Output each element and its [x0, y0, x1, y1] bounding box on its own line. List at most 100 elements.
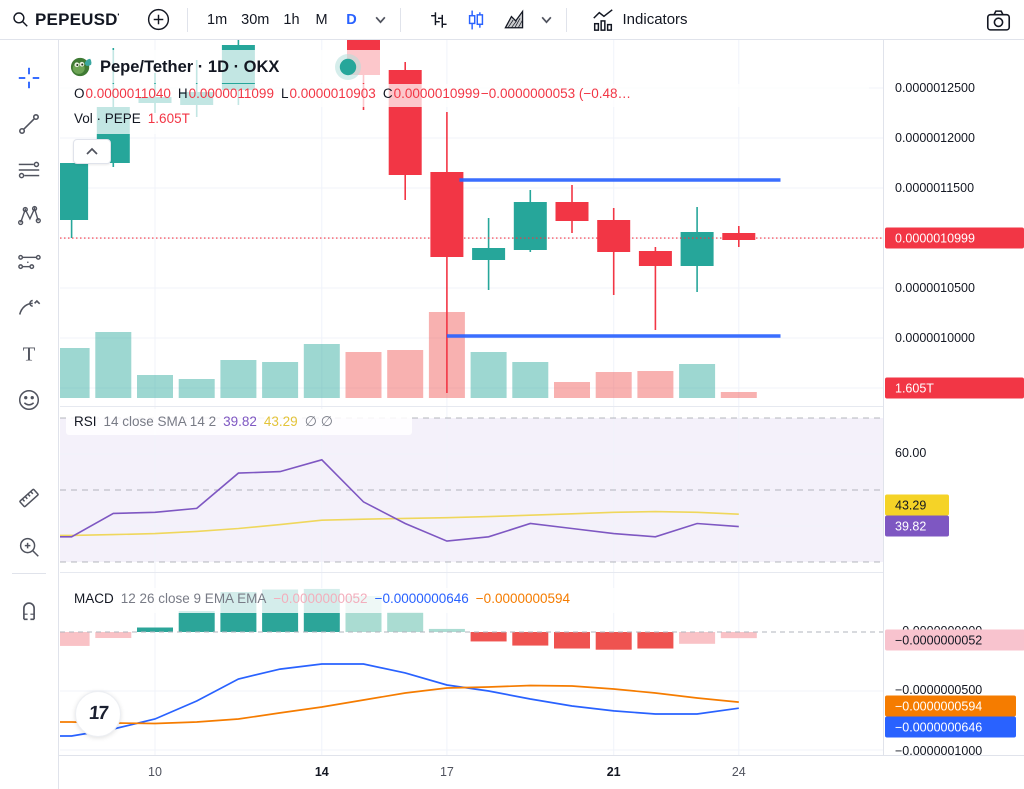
pepe-logo — [70, 57, 92, 77]
last-price-badge: 0.0000010999 — [885, 227, 1024, 249]
macd-histogram-bar — [595, 632, 632, 650]
tool-crosshair[interactable] — [15, 64, 43, 92]
zoom-in-icon — [19, 537, 39, 557]
timeframe-M[interactable]: M — [315, 11, 328, 28]
rsi-line — [60, 458, 739, 542]
tool-text[interactable]: T — [15, 340, 43, 368]
timeframe-menu-button[interactable] — [367, 4, 394, 36]
timeframe-D[interactable]: D — [346, 11, 357, 28]
left-drawing-toolbar: T — [0, 40, 59, 789]
chart-style-menu-button[interactable] — [533, 4, 560, 36]
tool-trend-line[interactable] — [15, 110, 43, 138]
tradingview-logo[interactable]: 17 — [75, 691, 121, 737]
pane-divider[interactable] — [60, 406, 1024, 407]
legend-collapse-button[interactable] — [73, 139, 111, 164]
indicators-button[interactable]: Indicators — [583, 4, 695, 36]
tool-brush[interactable] — [15, 294, 43, 322]
macd-histogram-bar — [554, 632, 590, 649]
projection-icon — [18, 254, 41, 270]
macd-legend[interactable]: MACD 12 26 close 9 EMA EMA −0.0000000052… — [74, 591, 570, 606]
price-axis[interactable]: 0.0000012500 0.0000012000 0.0000011500 0.00… — [883, 40, 1024, 758]
macd-histogram-bar — [60, 632, 90, 646]
search-icon — [13, 12, 28, 27]
candle-body — [722, 233, 756, 240]
svg-text:T: T — [23, 344, 36, 366]
candle-body — [555, 202, 589, 221]
time-axis-tick: 21 — [606, 765, 621, 779]
rsi-empty-set-icons: ∅ ∅ — [304, 413, 333, 429]
symbol-title: Pepe/Tether · 1D · OKX — [100, 57, 280, 76]
snapshot-camera-button[interactable] — [982, 5, 1014, 35]
chart-style-bars-button[interactable] — [419, 4, 457, 36]
volume-bar — [470, 352, 507, 398]
candle-body — [597, 220, 631, 252]
tool-projection[interactable] — [15, 248, 43, 276]
rsi-value: 39.82 — [223, 414, 257, 429]
candle-body — [513, 202, 547, 250]
close-label: C — [382, 86, 393, 101]
macd-axis-label: −0.0000000500 — [895, 683, 983, 697]
time-axis[interactable]: 10 14 17 21 24 — [0, 755, 1024, 789]
toolbar-separator — [187, 7, 188, 32]
macd-histogram-bar — [387, 611, 424, 632]
tool-horizontal-lines[interactable] — [15, 156, 43, 184]
chart-style-candles-button[interactable] — [457, 4, 495, 36]
price-axis-label: 0.0000010000 — [895, 331, 975, 345]
compare-add-button[interactable] — [140, 4, 177, 36]
symbol-legend[interactable]: Pepe/Tether · 1D · OKX — [70, 54, 279, 80]
macd-pane[interactable] — [60, 573, 884, 755]
volume-bar — [512, 362, 549, 398]
pane-divider[interactable] — [60, 572, 1024, 573]
indicators-label: Indicators — [622, 11, 688, 28]
macd-signal-value: −0.0000000594 — [475, 591, 571, 606]
timeframe-1m[interactable]: 1m — [207, 11, 228, 28]
time-axis-tick: 10 — [148, 765, 162, 779]
candles-style-icon — [468, 10, 483, 29]
tool-magnet[interactable] — [15, 596, 43, 624]
brush-icon — [18, 299, 41, 315]
close-value: 0.0000010999 — [393, 86, 480, 101]
area-style-icon — [503, 8, 523, 28]
rsi-pane[interactable] — [60, 407, 884, 573]
chevron-down-icon — [375, 16, 385, 24]
bars-style-icon — [430, 11, 447, 28]
tool-emoji[interactable] — [15, 386, 43, 414]
open-value: 0.0000011040 — [85, 86, 171, 101]
legend-backdrop — [60, 84, 869, 107]
candle-body — [430, 172, 464, 257]
ruler-icon — [19, 488, 39, 508]
macd-hist-badge: −0.0000000052 — [885, 629, 1024, 651]
tool-xabcd-pattern[interactable] — [15, 202, 43, 230]
timeframe-30m[interactable]: 30m — [241, 11, 270, 28]
volume-bar — [303, 344, 340, 398]
macd-histogram-bar — [720, 632, 757, 639]
volume-label: Vol · PEPE — [74, 111, 141, 126]
macd-histogram-bar — [95, 632, 132, 639]
macd-histogram-bar — [470, 632, 507, 642]
tool-zoom-in[interactable] — [15, 533, 43, 561]
rsi-legend[interactable]: RSI 14 close SMA 14 2 39.82 43.29 ∅ ∅ — [74, 413, 333, 430]
volume-bar — [220, 360, 257, 398]
macd-line-badge: −0.0000000646 — [885, 716, 1016, 738]
plus-circle-icon — [147, 8, 170, 31]
toolbar-separator — [399, 7, 401, 32]
macd-signal-line — [60, 684, 739, 725]
horizontal-lines-icon — [18, 161, 40, 179]
volume-badge: 1.605T — [885, 377, 1024, 399]
legend-backdrop — [60, 107, 302, 134]
price-axis-label: 0.0000011500 — [895, 181, 975, 195]
chart-style-area-button[interactable] — [495, 4, 533, 36]
timeframe-1h[interactable]: 1h — [283, 11, 300, 28]
tool-measure[interactable] — [15, 484, 43, 512]
market-status-dot[interactable] — [334, 53, 362, 81]
macd-histogram-bar — [679, 632, 716, 644]
toolbar-separator — [12, 573, 46, 574]
main-price-pane[interactable] — [60, 40, 884, 407]
low-value: 0.0000010903 — [289, 86, 376, 101]
symbol-search-button[interactable]: PEPEUSDT — [4, 4, 126, 36]
crosshair-icon — [18, 67, 40, 89]
high-label: H — [177, 86, 188, 101]
rsi-sma-line — [60, 510, 739, 537]
change-value: −0.0000000053 (−0.48… — [480, 86, 632, 101]
